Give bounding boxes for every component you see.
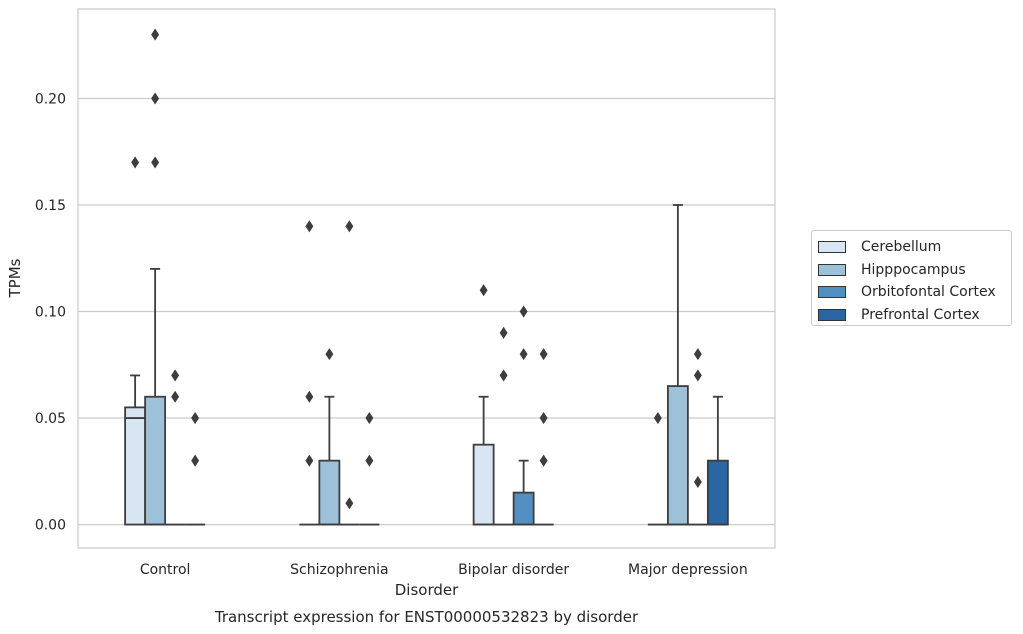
outlier-marker	[131, 156, 140, 169]
box-group	[706, 395, 729, 526]
outlier-marker	[365, 411, 374, 425]
outlier-marker	[499, 326, 508, 339]
box-group	[512, 459, 535, 526]
box	[144, 395, 167, 526]
x-tick-label: Bipolar disorder	[458, 562, 569, 578]
outlier-marker	[693, 348, 702, 361]
outlier-marker	[305, 454, 314, 467]
outlier-marker	[151, 156, 160, 169]
outlier-marker	[365, 454, 374, 467]
legend-swatch-hippocampus	[818, 263, 846, 276]
y-axis-label: TPMs	[6, 258, 24, 298]
box	[124, 406, 147, 526]
outlier-marker	[305, 390, 314, 403]
outlier-points	[131, 28, 702, 510]
outlier-marker	[191, 454, 200, 467]
x-axis-label: Disorder	[395, 581, 459, 599]
box-group	[666, 204, 689, 526]
x-tick-labels: Control Schizophrenia Bipolar disorder Majo…	[140, 562, 748, 578]
box	[512, 491, 535, 526]
box-group	[124, 374, 147, 526]
outlier-marker	[345, 497, 354, 510]
legend-swatch-prefrontal-cortex	[818, 308, 846, 321]
outlier-marker	[151, 92, 160, 105]
box	[318, 459, 341, 526]
box-group	[144, 268, 167, 526]
outlier-marker	[345, 220, 354, 233]
legend-label-orbitofrontal-cortex: Orbitofontal Cortex	[861, 284, 996, 301]
box-group	[318, 395, 341, 526]
outlier-marker	[539, 411, 548, 425]
legend-swatch-cerebellum	[818, 241, 846, 254]
box	[666, 385, 689, 526]
outlier-marker	[191, 411, 200, 425]
legend-item-cerebellum: Cerebellum	[818, 236, 1011, 259]
outlier-marker	[653, 411, 662, 425]
outlier-marker	[519, 348, 528, 361]
y-tick-label: 0.05	[35, 411, 66, 427]
outlier-marker	[499, 369, 508, 382]
legend-item-hippocampus: Hipppocampus	[818, 259, 1011, 282]
outlier-marker	[479, 284, 488, 297]
legend-item-orbitofrontal-cortex: Orbitofontal Cortex	[818, 281, 1011, 304]
outlier-marker	[305, 220, 314, 233]
x-tick-label: Major depression	[628, 562, 748, 578]
legend: Cerebellum Hipppocampus Orbitofontal Cor…	[811, 230, 1012, 326]
x-tick-label: Control	[140, 562, 191, 578]
box-group	[472, 395, 495, 526]
outlier-marker	[171, 390, 180, 403]
outlier-marker	[151, 28, 160, 41]
y-tick-label: 0.00	[35, 518, 66, 534]
plot-frame	[77, 8, 776, 549]
y-tick-label: 0.10	[35, 305, 66, 321]
box	[706, 459, 729, 526]
y-tick-label: 0.15	[35, 198, 66, 214]
outlier-marker	[171, 369, 180, 382]
legend-label-prefrontal-cortex: Prefrontal Cortex	[861, 306, 980, 323]
box	[472, 443, 495, 526]
outlier-marker	[539, 348, 548, 361]
outlier-marker	[519, 305, 528, 318]
legend-swatch-orbitofrontal-cortex	[818, 286, 846, 299]
legend-label-cerebellum: Cerebellum	[861, 239, 942, 256]
outlier-marker	[539, 454, 548, 467]
outlier-marker	[693, 475, 702, 489]
y-tick-label: 0.20	[35, 91, 66, 107]
outlier-marker	[325, 348, 334, 361]
legend-label-hippocampus: Hipppocampus	[861, 261, 966, 278]
y-tick-labels: 0.00 0.05 0.10 0.15 0.20	[35, 91, 66, 533]
outlier-marker	[693, 369, 702, 382]
legend-item-prefrontal-cortex: Prefrontal Cortex	[818, 304, 1011, 327]
x-tick-label: Schizophrenia	[290, 562, 388, 578]
chart-title: Transcript expression for ENST0000053282…	[214, 608, 639, 626]
box-groups	[124, 204, 729, 526]
